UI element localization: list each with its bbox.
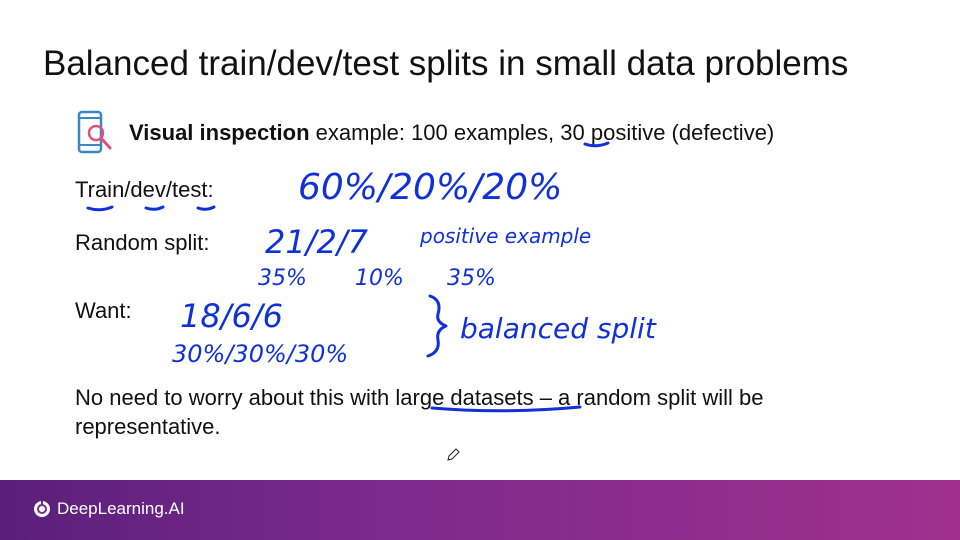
note-line-1: No need to worry about this with large d… (75, 385, 763, 411)
slide: Balanced train/dev/test splits in small … (43, 44, 849, 461)
hw-balanced-split: balanced split (460, 312, 657, 345)
handwriting-layer: 60%/20%/20% 21/2/7 positive example 35% … (86, 141, 657, 413)
phone-magnifier-icon (77, 110, 112, 154)
hw-positive-example: positive example (419, 224, 591, 248)
underline-dev (144, 205, 165, 211)
brand-name: DeepLearning.AI (57, 499, 185, 518)
example-number: 30 (560, 120, 585, 145)
label-want: Want: (75, 298, 132, 323)
hw-random-counts: 21/2/7 (265, 223, 369, 261)
example-bold: Visual inspection (129, 120, 310, 145)
pen-cursor-icon (447, 448, 460, 461)
hw-brace (426, 294, 448, 358)
hw-want-counts: 18/6/6 (180, 297, 283, 335)
brand: DeepLearning.AI (33, 499, 185, 519)
slide-title: Balanced train/dev/test splits in small … (43, 44, 849, 83)
underline-30 (583, 141, 610, 148)
footer-bar: DeepLearning.AI (0, 480, 960, 540)
hw-pct-2: 10% (355, 266, 404, 291)
example-text-a: example: 100 examples, (315, 120, 561, 145)
underline-large-datasets (430, 405, 582, 413)
note-text-a: No need to worry about this with (75, 385, 396, 410)
underline-test (196, 205, 216, 211)
hw-split-pct: 60%/20%/20% (298, 167, 562, 208)
example-text-b: positive (defective) (584, 120, 775, 145)
hw-pct-1: 35% (258, 266, 307, 291)
hw-pct-3: 35% (447, 266, 496, 291)
example-line: Visual inspection example: 100 examples,… (129, 120, 774, 146)
label-train-dev-test: Train/dev/test: (75, 177, 214, 202)
note-underlined: large datasets (395, 385, 534, 410)
deeplearning-logo-icon (34, 501, 50, 517)
note-line-2: representative. (75, 414, 221, 439)
label-random-split: Random split: (75, 230, 210, 255)
underline-train (86, 205, 114, 212)
hw-want-pcts: 30%/30%/30% (172, 340, 348, 368)
